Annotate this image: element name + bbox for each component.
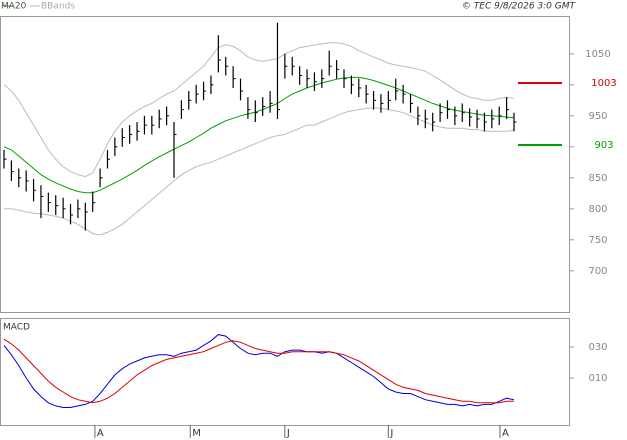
level-label-bg bbox=[576, 76, 620, 89]
legend-bbands: BBands bbox=[41, 2, 75, 12]
y-tick-label: 1050 bbox=[585, 49, 610, 60]
bband-lower bbox=[4, 107, 515, 236]
credit: © TEC 9/8/2026 3:0 GMT bbox=[462, 2, 577, 12]
ma-line bbox=[3, 76, 515, 194]
x-tick-label: A bbox=[502, 428, 509, 439]
macd-line bbox=[3, 338, 514, 404]
y-tick-label: 030 bbox=[588, 342, 607, 353]
y-tick-label: 800 bbox=[588, 204, 607, 215]
bband-upper bbox=[3, 42, 515, 178]
macd-title: MACD bbox=[3, 323, 30, 333]
price-panel bbox=[0, 16, 570, 313]
y-tick-label: 950 bbox=[588, 111, 607, 122]
y-tick-label: 700 bbox=[588, 266, 607, 277]
level-label-bg bbox=[576, 138, 620, 151]
x-tick-label: M bbox=[192, 428, 201, 439]
level-label: 1003 bbox=[591, 78, 616, 89]
legend-ma20: MA20 bbox=[1, 2, 27, 12]
y-tick-label: 010 bbox=[588, 373, 607, 384]
macd-line bbox=[3, 334, 515, 408]
x-tick-label: A bbox=[97, 428, 104, 439]
y-tick-label: 850 bbox=[588, 173, 607, 184]
level-label: 903 bbox=[594, 140, 613, 151]
y-tick-label: 750 bbox=[588, 235, 607, 246]
x-tick-label: J bbox=[286, 428, 290, 439]
x-tick-label: J bbox=[389, 428, 393, 439]
